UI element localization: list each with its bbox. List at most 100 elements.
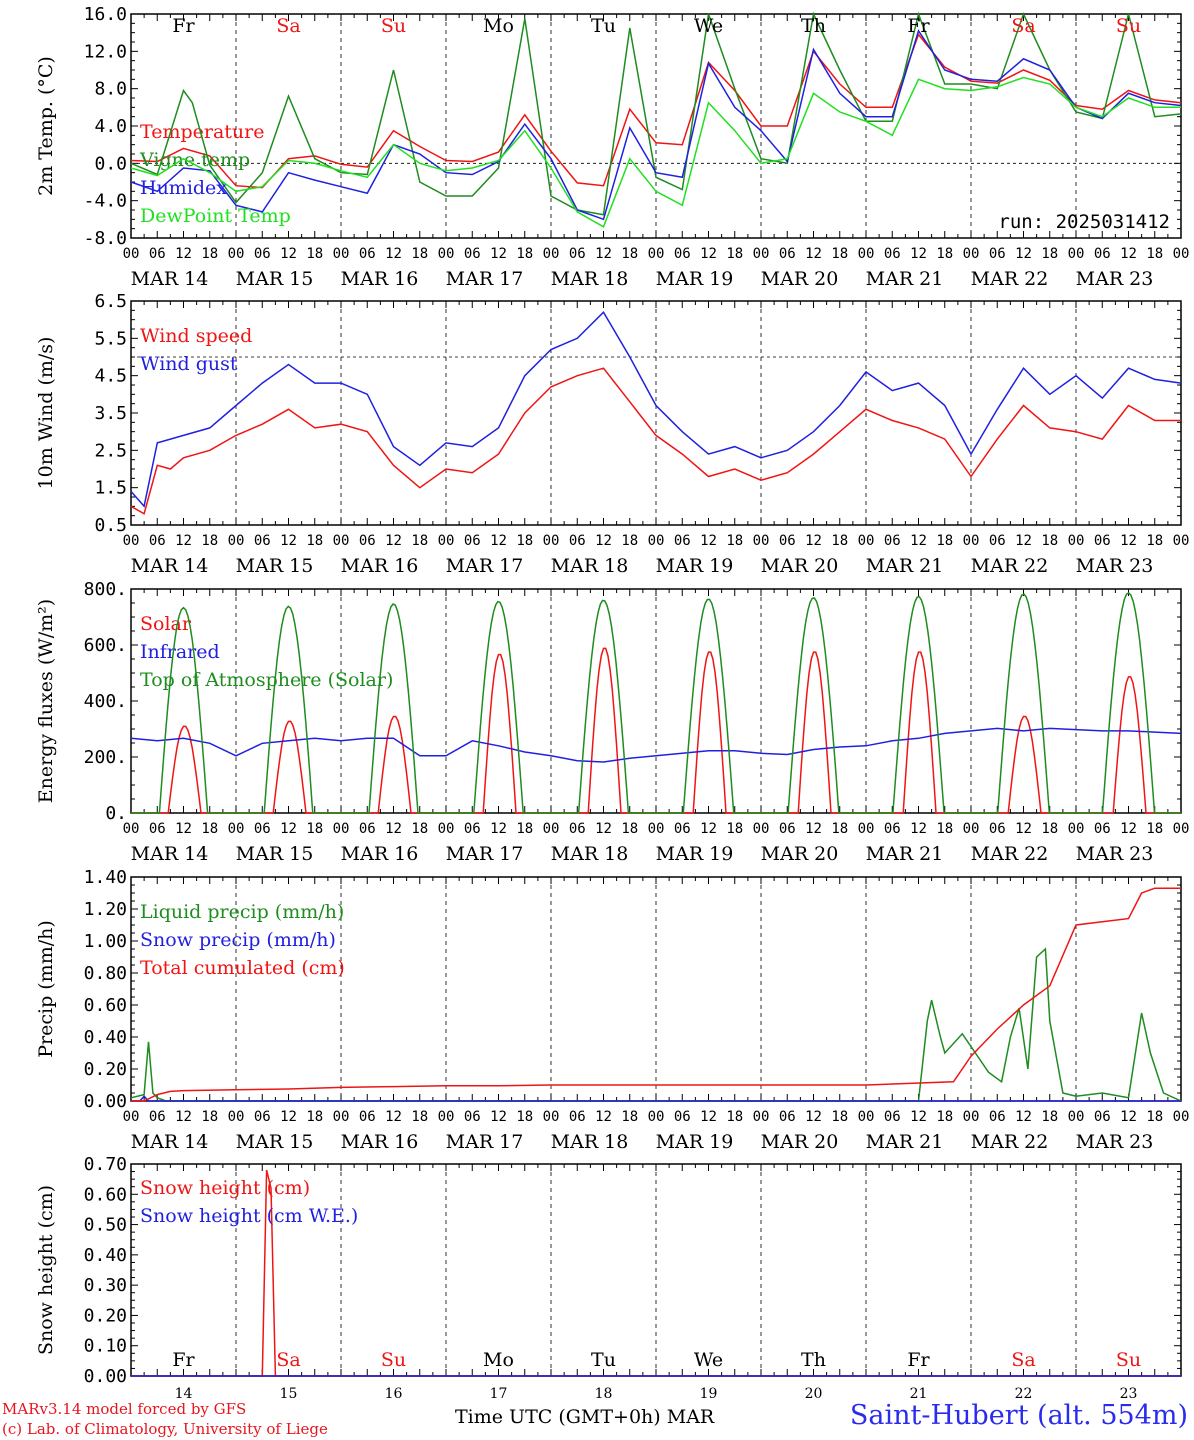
weekday-label: We (694, 15, 723, 37)
y-tick-label: 0.0 (94, 153, 127, 174)
hour-label: 18 (831, 533, 848, 549)
hour-label: 06 (989, 533, 1006, 549)
y-tick-label: -8.0 (84, 228, 127, 249)
hour-label: 12 (385, 246, 402, 262)
hour-label: 18 (936, 533, 953, 549)
hour-label: 00 (543, 1109, 560, 1125)
hour-label: 12 (1120, 533, 1137, 549)
hour-label: 18 (936, 1109, 953, 1125)
y-tick-label: 0.30 (84, 1275, 127, 1296)
hour-label: 18 (516, 821, 533, 837)
hour-label: 06 (779, 821, 796, 837)
series-line-dewpoint-temp (130, 76, 1181, 228)
y-tick-label: 0.60 (84, 1184, 127, 1205)
weekday-label: Sa (276, 1349, 300, 1371)
hour-label: 18 (411, 1109, 428, 1125)
y-tick-label: 5.5 (94, 328, 127, 349)
station-name: Saint-Hubert (alt. 554m) (849, 1400, 1188, 1431)
hour-label: 12 (490, 533, 507, 549)
hour-label: 12 (385, 1109, 402, 1125)
hour-label: 00 (858, 821, 875, 837)
y-tick-label: 800. (84, 579, 127, 600)
series-line-wind-gust (130, 310, 1182, 508)
y-tick-label: 6.5 (94, 291, 127, 312)
weekday-label: Su (1116, 15, 1141, 37)
hour-label: 06 (779, 1109, 796, 1125)
hour-label: 00 (333, 246, 350, 262)
date-label: MAR 14 (131, 843, 209, 865)
date-label: MAR 16 (341, 268, 419, 290)
y-axis-label: 2m Temp. (°C) (35, 56, 57, 196)
legend-entry: Snow precip (mm/h) (140, 929, 336, 951)
footer-month: MAR (666, 1406, 715, 1428)
hour-label: 12 (595, 246, 612, 262)
hour-label: 00 (858, 533, 875, 549)
y-axis-label: Snow height (cm) (35, 1185, 57, 1355)
y-axis-label: 10m Wind (m/s) (35, 337, 57, 490)
y-tick-label: 16.0 (84, 4, 127, 25)
y-tick-label: 0.70 (84, 1154, 127, 1175)
hour-label: 12 (1120, 1109, 1137, 1125)
date-label: MAR 15 (236, 1131, 314, 1153)
hour-label: 12 (595, 533, 612, 549)
weekday-label: Tu (591, 1349, 616, 1371)
hour-label: 00 (1068, 246, 1085, 262)
y-tick-label: -4.0 (84, 191, 127, 212)
hour-label: 06 (674, 533, 691, 549)
date-label: MAR 18 (551, 1131, 629, 1153)
hour-label: 12 (910, 246, 927, 262)
date-label: MAR 20 (761, 1131, 839, 1153)
date-label: MAR 23 (1076, 555, 1154, 577)
series-line-top-of-atmosphere-solar- (131, 591, 1181, 814)
y-tick-label: 12.0 (84, 41, 127, 62)
hour-label: 00 (333, 533, 350, 549)
series-line-humidex (130, 29, 1182, 221)
y-tick-label: 1.20 (84, 899, 127, 920)
hour-label: 06 (884, 821, 901, 837)
footer-xlabel: Time UTC (GMT+0h) (455, 1406, 661, 1428)
legend-entry: Total cumulated (cm) (140, 957, 345, 979)
date-label: MAR 22 (971, 843, 1049, 865)
hour-label: 12 (490, 821, 507, 837)
hour-label: 00 (753, 246, 770, 262)
hour-label: 12 (805, 533, 822, 549)
hour-label: 18 (411, 246, 428, 262)
hour-label: 12 (280, 246, 297, 262)
date-label: MAR 18 (551, 268, 629, 290)
legend-entry: Infrared (140, 641, 220, 663)
hour-label: 00 (543, 821, 560, 837)
hour-label: 06 (569, 821, 586, 837)
hour-label: 12 (490, 246, 507, 262)
hour-label: 06 (569, 533, 586, 549)
hour-label: 00 (228, 533, 245, 549)
weekday-label: Mo (483, 1349, 514, 1371)
hour-label: 12 (1120, 821, 1137, 837)
hour-label: 00 (438, 246, 455, 262)
legend-entry: Solar (140, 613, 192, 635)
weekday-label: Fr (907, 1349, 930, 1371)
date-label: MAR 17 (446, 843, 524, 865)
hour-label: 06 (464, 1109, 481, 1125)
date-label: MAR 21 (866, 843, 944, 865)
hour-label: 00 (438, 1109, 455, 1125)
hour-label: 06 (359, 821, 376, 837)
y-tick-label: 600. (84, 635, 127, 656)
hour-label: 18 (201, 246, 218, 262)
hour-label: 18 (831, 1109, 848, 1125)
hour-label: 12 (805, 821, 822, 837)
hour-label: 18 (1041, 1109, 1058, 1125)
hour-label: 06 (359, 1109, 376, 1125)
hour-label: 18 (1041, 246, 1058, 262)
hour-label: 00 (963, 1109, 980, 1125)
hour-label: 18 (306, 533, 323, 549)
hour-label: 00 (963, 246, 980, 262)
hour-label: 12 (700, 1109, 717, 1125)
legend-entry: DewPoint Temp (140, 205, 291, 227)
date-label: MAR 18 (551, 555, 629, 577)
date-label: MAR 22 (971, 555, 1049, 577)
hour-label: 00 (963, 533, 980, 549)
series-line-vigne-temp (130, 11, 1182, 216)
hour-label: 00 (753, 821, 770, 837)
hour-label: 00 (228, 821, 245, 837)
footer-credit: (c) Lab. of Climatology, University of L… (2, 1420, 328, 1438)
